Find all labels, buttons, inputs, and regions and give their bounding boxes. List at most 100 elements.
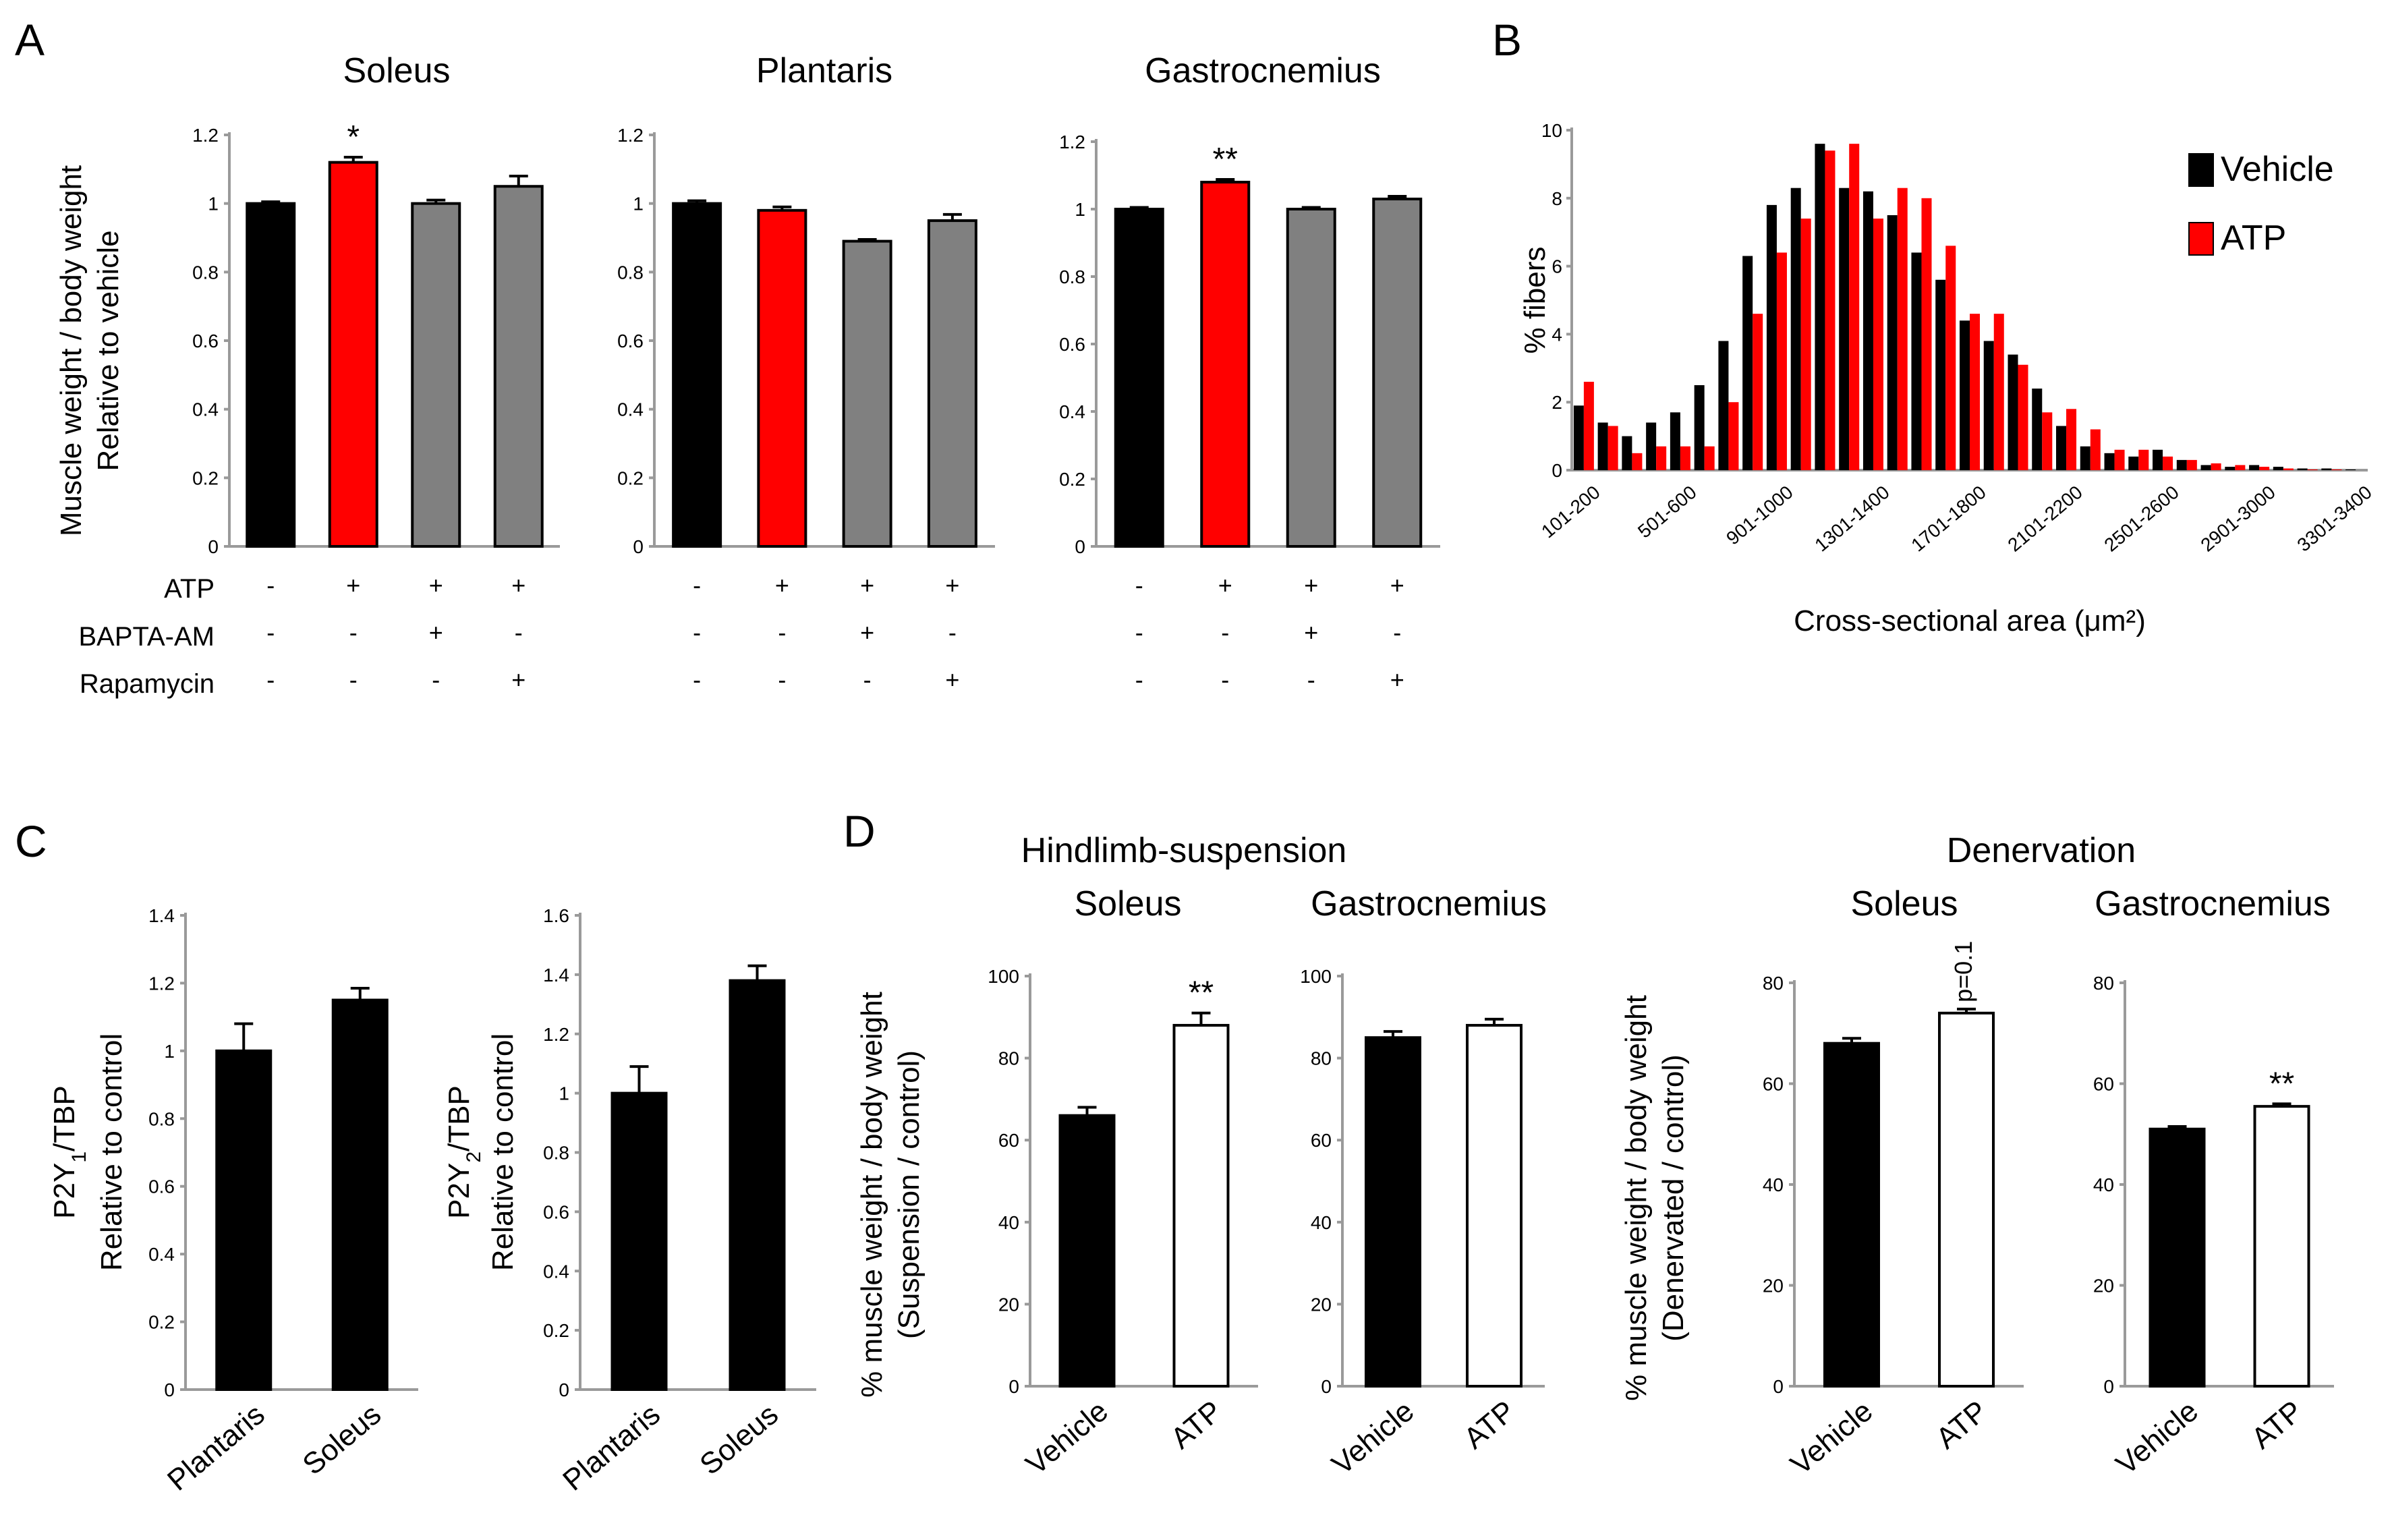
category-label-atp: ATP bbox=[1164, 1394, 1228, 1455]
y-tick-label: 0 bbox=[1321, 1376, 1332, 1397]
hist-bar-vehicle bbox=[2056, 426, 2067, 470]
y-tick-label: 60 bbox=[1763, 1074, 1784, 1095]
y-axis-title-line2: (Suspension / control) bbox=[892, 1050, 926, 1339]
hist-bar-atp bbox=[2283, 468, 2294, 470]
hist-bar-vehicle bbox=[1862, 191, 1873, 470]
condition-mark: - bbox=[1135, 666, 1143, 693]
chart-d-hs-gastrocnemius: Gastrocnemius 0 20 40 60 80 100 Vehicle ATP bbox=[1300, 884, 1547, 1481]
hist-bar-vehicle bbox=[1597, 422, 1608, 470]
hist-bar-atp bbox=[1704, 446, 1715, 470]
condition-mark: - bbox=[266, 571, 275, 599]
y-tick-label: 0.2 bbox=[543, 1320, 569, 1341]
hist-bar-atp bbox=[1753, 314, 1763, 470]
y-tick-label: 0 bbox=[1773, 1376, 1784, 1397]
condition-mark: - bbox=[266, 619, 275, 646]
hist-bar-vehicle bbox=[2104, 453, 2115, 470]
bar-vehicle bbox=[1058, 1114, 1116, 1388]
hist-bar-vehicle bbox=[2249, 465, 2260, 470]
chart-title: Gastrocnemius bbox=[2095, 884, 2331, 923]
y-tick-label: 1 bbox=[559, 1083, 569, 1104]
bar-plantaris bbox=[610, 1091, 668, 1391]
hist-bar-atp bbox=[2138, 449, 2149, 470]
hist-bar-atp bbox=[2163, 456, 2173, 470]
condition-mark: + bbox=[1304, 571, 1318, 599]
condition-mark: + bbox=[860, 619, 874, 646]
condition-mark: - bbox=[349, 619, 358, 646]
chart-title: Gastrocnemius bbox=[1145, 51, 1381, 90]
condition-mark: - bbox=[266, 666, 275, 693]
legend-label-atp: ATP bbox=[2221, 219, 2286, 258]
condition-mark: + bbox=[346, 571, 360, 599]
bar-vehicle bbox=[1823, 1042, 1880, 1388]
y-tick-label: 1.2 bbox=[148, 973, 175, 994]
y-tick-label: 0 bbox=[2103, 1376, 2114, 1397]
bar-atp bbox=[1466, 1023, 1523, 1388]
significance-label: ** bbox=[2269, 1066, 2294, 1102]
condition-mark: + bbox=[511, 571, 525, 599]
bar-soleus bbox=[331, 998, 389, 1392]
hist-bar-vehicle bbox=[2273, 466, 2283, 470]
y-tick-label: 0.4 bbox=[617, 399, 644, 420]
x-tick-label: 2901-3000 bbox=[2196, 482, 2279, 556]
conditions-gastrocnemius: - + + + - - + - - - - + bbox=[1135, 571, 1404, 693]
condition-mark: - bbox=[778, 619, 786, 646]
x-tick-label: 101-200 bbox=[1537, 482, 1604, 542]
hist-bar-vehicle bbox=[1646, 422, 1657, 470]
y-tick-label: 1.2 bbox=[192, 125, 219, 146]
condition-mark: - bbox=[349, 666, 358, 693]
y-tick-label: 1.2 bbox=[1059, 132, 1085, 152]
conditions-soleus: - + + + - - + - - - - + bbox=[266, 571, 525, 693]
hist-bar-vehicle bbox=[2153, 449, 2163, 470]
y-axis-title-line1: % muscle weight / body weight bbox=[855, 992, 888, 1398]
bar-atp bbox=[2253, 1105, 2310, 1388]
x-tick-label: 501-600 bbox=[1634, 482, 1701, 542]
hist-bar-vehicle bbox=[1670, 412, 1680, 470]
bar-vehicle bbox=[2149, 1127, 2206, 1388]
hist-bar-vehicle bbox=[1839, 188, 1850, 470]
y-tick-label: 1.2 bbox=[617, 125, 644, 146]
x-tick-label: 2101-2200 bbox=[2003, 482, 2086, 556]
y-axis-title: % fibers bbox=[1518, 247, 1552, 354]
hist-bar-vehicle bbox=[2297, 468, 2308, 470]
hist-bar-vehicle bbox=[1790, 188, 1801, 470]
hist-bar-atp bbox=[2018, 364, 2028, 470]
panel-a-ylabel-line1: Muscle weight / body weight bbox=[55, 165, 88, 536]
y-tick-label: 0.4 bbox=[1059, 401, 1085, 422]
panel-a-condition-table: ATP BAPTA-AM Rapamycin - + + + - - + - - - - + - + + +… bbox=[78, 571, 1404, 699]
y-tick-label: 60 bbox=[1311, 1130, 1332, 1151]
bar-3 bbox=[842, 239, 892, 548]
hist-bar-atp bbox=[2186, 459, 2197, 470]
chart-a-plantaris: Plantaris 0 0.2 0.4 0.6 0.8 1 1.2 bbox=[617, 51, 995, 557]
y-tick-label: 1 bbox=[1075, 199, 1085, 220]
hist-bar-atp bbox=[1849, 144, 1860, 470]
hist-bar-atp bbox=[1656, 446, 1667, 470]
y-axis-title-line1: P2Y1/TBP bbox=[48, 1085, 90, 1219]
y-axis-title-line1: P2Y2/TBP bbox=[443, 1085, 485, 1219]
hist-bar-vehicle bbox=[1718, 341, 1729, 470]
y-tick-label: 40 bbox=[1763, 1174, 1784, 1195]
condition-mark: + bbox=[945, 666, 959, 693]
bar-1 bbox=[246, 202, 296, 548]
bar-3 bbox=[1286, 208, 1336, 548]
y-tick-label: 0 bbox=[1552, 460, 1562, 481]
y-tick-label: 1.2 bbox=[543, 1024, 569, 1045]
y-tick-label: 0.8 bbox=[1059, 266, 1085, 287]
condition-mark: + bbox=[511, 666, 525, 693]
y-tick-label: 100 bbox=[988, 966, 1019, 987]
hist-bar-atp bbox=[2259, 466, 2270, 470]
hist-bar-atp bbox=[1800, 219, 1811, 470]
y-tick-label: 0 bbox=[1008, 1376, 1019, 1397]
hist-bar-atp bbox=[2235, 465, 2246, 470]
y-tick-label: 80 bbox=[1763, 973, 1784, 994]
hist-bar-atp bbox=[1945, 246, 1956, 470]
bar-2 bbox=[757, 208, 807, 548]
bar-4 bbox=[1372, 198, 1423, 548]
y-tick-label: 20 bbox=[1763, 1276, 1784, 1296]
category-label-vehicle: Vehicle bbox=[1326, 1394, 1420, 1481]
condition-mark: - bbox=[1135, 619, 1143, 646]
hist-bar-vehicle bbox=[2176, 459, 2187, 470]
bar-3 bbox=[411, 202, 461, 548]
condition-mark: + bbox=[775, 571, 789, 599]
category-label-vehicle: Vehicle bbox=[2110, 1394, 2204, 1481]
condition-mark: + bbox=[429, 619, 443, 646]
